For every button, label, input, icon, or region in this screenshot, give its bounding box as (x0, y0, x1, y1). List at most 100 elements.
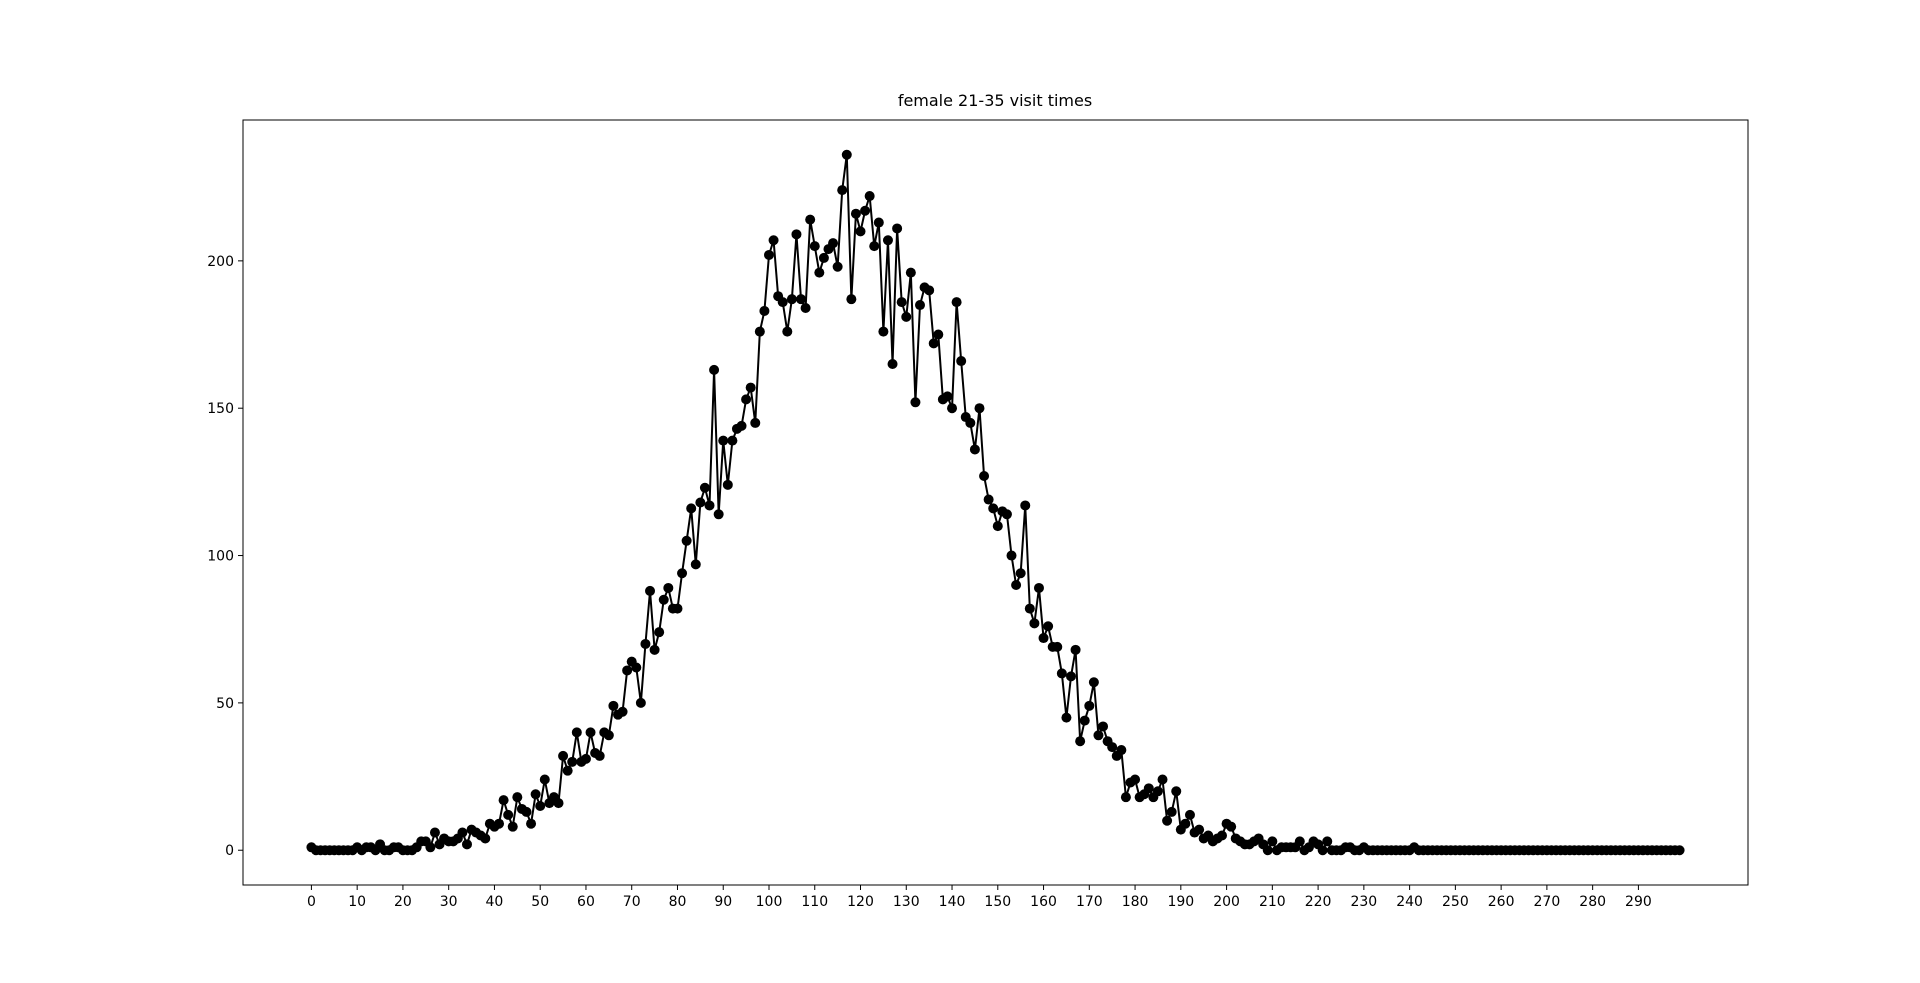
point (1061, 712, 1072, 723)
point (1130, 774, 1141, 785)
point (1180, 818, 1191, 829)
point (905, 267, 916, 278)
point (956, 356, 967, 367)
point (594, 750, 605, 761)
x-tick-label: 110 (801, 894, 828, 910)
point (988, 503, 999, 514)
point (1267, 836, 1278, 847)
point (791, 229, 802, 240)
point (699, 482, 710, 493)
point (553, 798, 564, 809)
point (1294, 836, 1305, 847)
point (860, 205, 871, 216)
point (892, 223, 903, 234)
plot-frame (242, 119, 1749, 886)
point (608, 700, 619, 711)
point (690, 559, 701, 570)
y-tick-label: 0 (225, 843, 234, 859)
point (567, 756, 578, 767)
point (1166, 806, 1177, 817)
point (603, 730, 614, 741)
point (745, 382, 756, 393)
point (855, 226, 866, 237)
point (1088, 677, 1099, 688)
point (1075, 736, 1086, 747)
point (1093, 730, 1104, 741)
x-tick-label: 20 (394, 894, 412, 910)
point (1006, 550, 1017, 561)
point (429, 827, 440, 838)
point (1120, 792, 1131, 803)
x-tick-label: 170 (1076, 894, 1103, 910)
point (1157, 774, 1168, 785)
point (1143, 783, 1154, 794)
x-tick-label: 270 (1534, 894, 1561, 910)
point (1029, 618, 1040, 629)
point (818, 252, 829, 263)
point (896, 297, 907, 308)
point (425, 842, 436, 853)
point (979, 470, 990, 481)
point (809, 241, 820, 252)
point (873, 217, 884, 228)
point (498, 795, 509, 806)
point (754, 326, 765, 337)
point (796, 294, 807, 305)
point (562, 765, 573, 776)
point (1152, 786, 1163, 797)
x-tick-label: 70 (623, 894, 641, 910)
point (1116, 745, 1127, 756)
point (910, 397, 921, 408)
x-tick-label: 230 (1350, 894, 1377, 910)
point (814, 267, 825, 278)
point (1043, 621, 1054, 632)
point (805, 214, 816, 225)
point (622, 665, 633, 676)
x-tick-label: 30 (440, 894, 458, 910)
point (631, 662, 642, 673)
x-tick-label: 120 (847, 894, 874, 910)
point (1001, 509, 1012, 520)
y-tick-label: 100 (207, 549, 234, 565)
point (924, 285, 935, 296)
x-tick-label: 60 (577, 894, 595, 910)
y-tick-label: 150 (207, 401, 234, 417)
point (768, 235, 779, 246)
point (718, 435, 729, 446)
point (672, 603, 683, 614)
point (640, 638, 651, 649)
point (663, 582, 674, 593)
point (507, 821, 518, 832)
point (1052, 641, 1063, 652)
point (457, 827, 468, 838)
point (558, 750, 569, 761)
point (1024, 603, 1035, 614)
point (1056, 668, 1067, 679)
x-tick-label: 10 (348, 894, 366, 910)
point (1674, 845, 1685, 856)
point (1162, 815, 1173, 826)
point (461, 839, 472, 850)
point (947, 403, 958, 414)
point (1262, 845, 1273, 856)
point (1020, 500, 1031, 511)
point (526, 818, 537, 829)
point (1098, 721, 1109, 732)
point (850, 208, 861, 219)
point (1226, 821, 1237, 832)
point (759, 305, 770, 316)
x-tick-label: 250 (1442, 894, 1469, 910)
point (750, 417, 761, 428)
x-tick-label: 280 (1579, 894, 1606, 910)
point (1322, 836, 1333, 847)
point (983, 494, 994, 505)
point (1184, 809, 1195, 820)
point (763, 249, 774, 260)
point (864, 191, 875, 202)
point (741, 394, 752, 405)
point (1066, 671, 1077, 682)
point (869, 241, 880, 252)
point (786, 294, 797, 305)
point (503, 809, 514, 820)
